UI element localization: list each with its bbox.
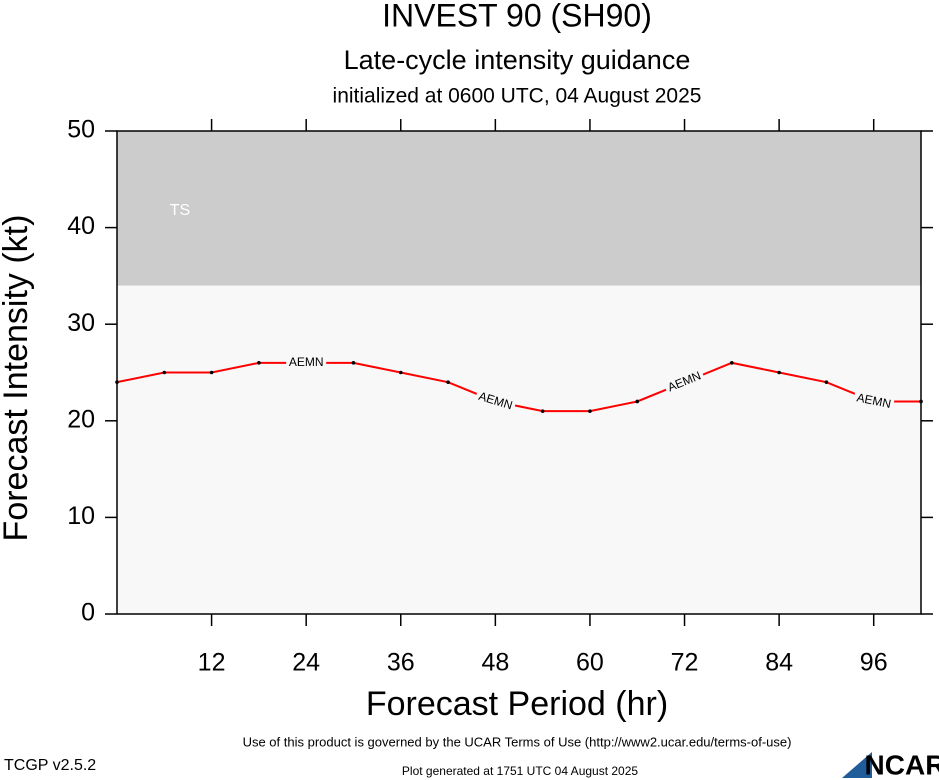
chart-title: INVEST 90 (SH90) [382,0,652,33]
series-line [116,361,921,413]
x-axis-label: Forecast Period (hr) [366,685,668,723]
y-tick-label: 50 [67,116,95,144]
data-point [919,399,923,404]
data-point [351,361,356,365]
x-tick-label: 48 [481,649,509,677]
x-tick-label: 60 [576,649,604,677]
series-label-group: AEMN [286,355,327,370]
x-tick-label: 24 [292,649,320,677]
y-tick-label: 40 [67,212,95,240]
version: TCGP v2.5.2 [4,757,96,774]
data-point [588,409,592,413]
y-tick-label: 10 [67,502,95,530]
data-point [115,380,119,384]
data-point [777,370,781,375]
y-tick-label: 20 [67,405,95,433]
x-tick-label: 36 [387,649,415,677]
y-tick-label: 30 [67,309,95,337]
chart-subtitle: Late-cycle intensity guidance [344,45,691,75]
terms-note: Use of this product is governed by the U… [243,734,792,749]
series-label-bg [474,388,517,415]
data-point [209,370,214,375]
data-point [824,380,829,384]
x-tick-label: 72 [671,649,699,677]
x-tick-label: 96 [860,649,888,677]
data-point [730,361,734,365]
series-label: AEMN [289,355,324,369]
y-tick-label: 0 [81,599,95,627]
data-point [540,409,545,413]
logo-mark [842,752,872,778]
series-label: AEMN [855,390,892,411]
series-label-bg [286,355,327,370]
data-point [446,380,450,384]
data-point [635,399,640,404]
data-point [398,370,403,375]
x-tick-label: 84 [765,649,793,677]
logo-text: NCAR [865,749,939,780]
series-label-bg [663,368,706,397]
data-point [257,361,261,365]
y-axis-label: Forecast Intensity (kt) [0,215,35,542]
series-label-bg [852,390,895,413]
band-label: TS [170,202,190,219]
generated-note: Plot generated at 1751 UTC 04 August 202… [402,764,638,778]
plot-frame [116,130,922,615]
init-time: initialized at 0600 UTC, 04 August 2025 [333,85,702,108]
intensity-band [117,131,921,286]
data-point [162,370,167,375]
series-label-group: AEMN [852,390,895,413]
x-tick-label: 12 [198,649,226,677]
